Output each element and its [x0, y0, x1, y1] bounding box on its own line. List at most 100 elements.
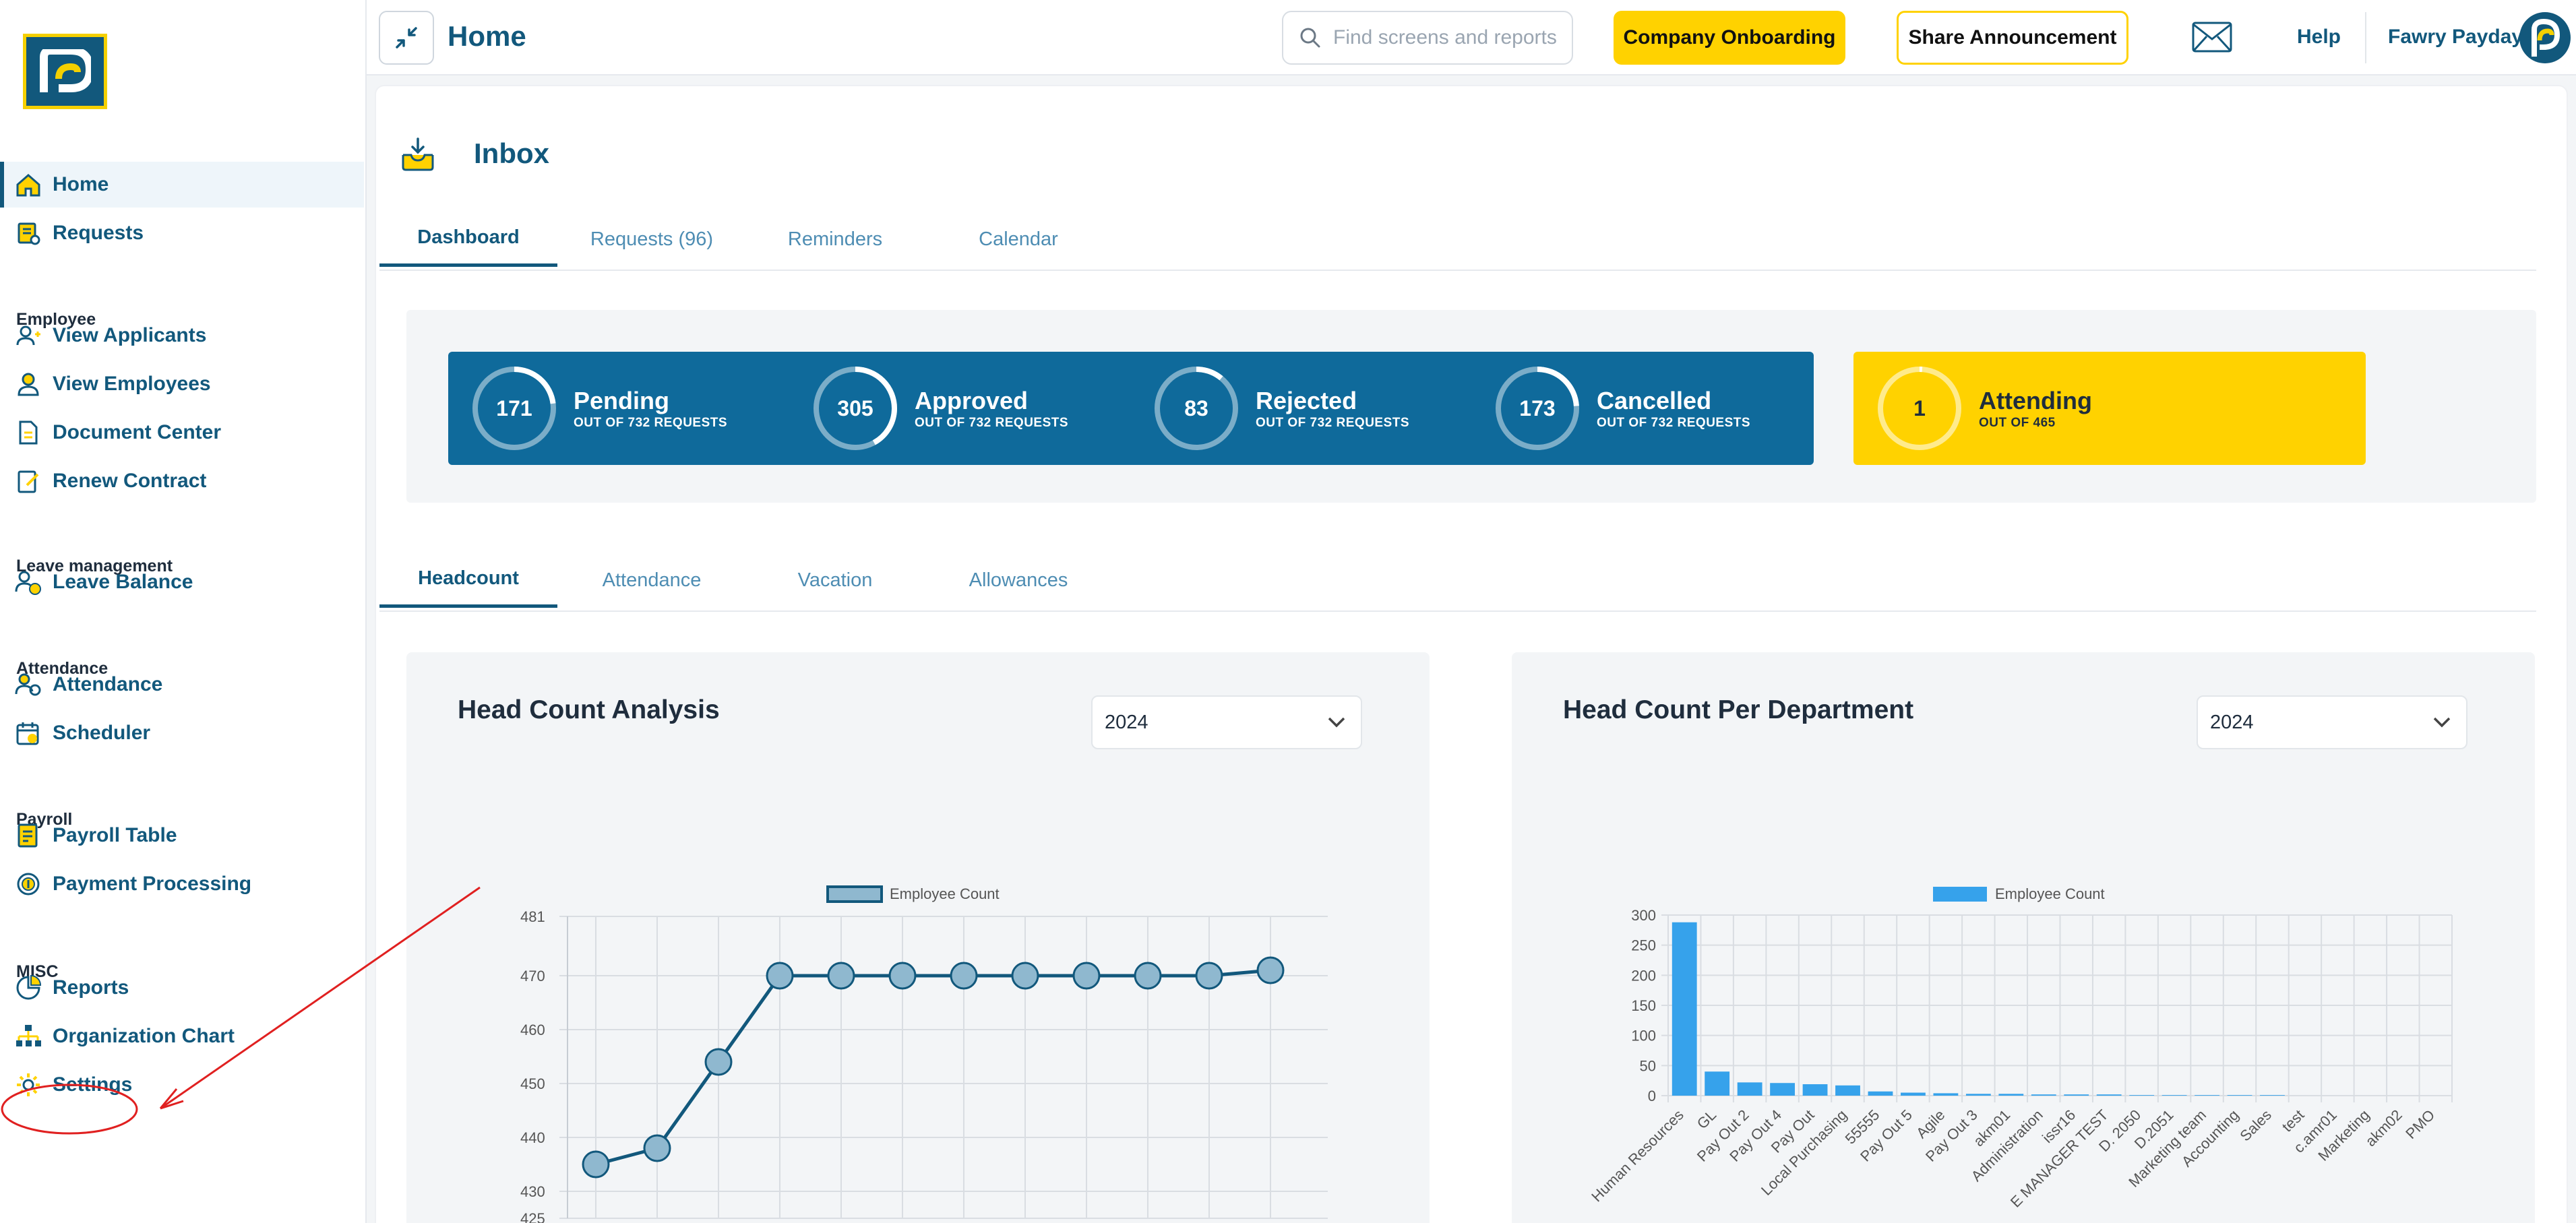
bar [1705, 1071, 1730, 1096]
sidebar-item-document-center[interactable]: Document Center [0, 410, 364, 456]
tab-attendance[interactable]: Attendance [602, 569, 702, 591]
year-select-department[interactable]: 2024 [2197, 695, 2467, 749]
requests-icon [18, 222, 40, 245]
avatar[interactable] [2517, 9, 2573, 66]
tab-headcount[interactable]: Headcount [379, 553, 557, 608]
stat-subtext: OUT OF 465 [1979, 416, 2056, 430]
y-tick-label: 0 [1648, 1088, 1656, 1104]
stat-subtext: OUT OF 732 REQUESTS [1597, 416, 1751, 430]
inbox-icon [402, 137, 434, 171]
data-point [704, 1048, 733, 1076]
headcount-analysis-card: Head Count Analysis 2024 [406, 652, 1430, 1223]
tab-calendar[interactable]: Calendar [979, 228, 1058, 250]
employees-icon [18, 373, 39, 396]
bar [2129, 1095, 2155, 1096]
sidebar-item-view-employees[interactable]: View Employees [0, 361, 364, 407]
leave-icon [15, 571, 41, 595]
data-point [1134, 962, 1162, 990]
sidebar-item-home[interactable]: Home [0, 162, 364, 208]
chevron-down-icon [1328, 717, 1345, 728]
help-link[interactable]: Help [2297, 26, 2341, 48]
sidebar-item-leave-balance[interactable]: Leave Balance [0, 559, 364, 605]
data-point [950, 962, 978, 990]
sidebar-section-title: Leave management [16, 557, 173, 575]
user-name[interactable]: Fawry Payday [2388, 26, 2523, 48]
y-tick-label: 300 [1631, 907, 1656, 924]
stat-value: 1 [1913, 396, 1926, 420]
sidebar-item-label: Requests [53, 222, 144, 244]
data-point [827, 962, 855, 990]
sidebar-item-renew-contract[interactable]: Renew Contract [0, 458, 364, 504]
document-icon [19, 420, 38, 445]
analytics-tabs-divider [379, 610, 2536, 612]
y-tick-label: 200 [1631, 967, 1656, 984]
sidebar-item-attendance[interactable]: Attendance [0, 662, 364, 708]
payment-icon [17, 873, 40, 896]
sidebar-item-label: Home [53, 173, 109, 195]
data-point [1072, 962, 1101, 990]
x-tick-label: akm02 [2362, 1106, 2405, 1150]
sidebar-item-label: View Employees [53, 373, 211, 395]
tab-vacation[interactable]: Vacation [797, 569, 873, 591]
sidebar-item-label: Renew Contract [53, 470, 207, 492]
y-tick-label: 450 [520, 1075, 545, 1092]
stat-attending[interactable]: 1 Attending OUT OF 465 [1876, 352, 2092, 465]
sidebar-item-label: Leave Balance [53, 571, 193, 593]
sidebar-item-label: Payroll Table [53, 824, 177, 846]
org-chart-icon [16, 1025, 41, 1046]
bar [1868, 1091, 1893, 1096]
sidebar-section-title: Employee [16, 310, 96, 329]
bar [2096, 1094, 2122, 1096]
y-tick-label: 460 [520, 1022, 545, 1038]
data-point [1011, 962, 1039, 990]
progress-ring [814, 367, 897, 450]
bar [1802, 1084, 1828, 1096]
bar [2227, 1095, 2252, 1096]
y-tick-label: 425 [520, 1210, 545, 1223]
progress-ring [1878, 367, 1961, 450]
bar [2031, 1094, 2056, 1096]
stat-label: Approved [915, 387, 1029, 414]
stat-approved[interactable]: 305 Approved OUT OF 732 REQUESTS [812, 352, 1068, 465]
x-tick-label: Sales [2236, 1106, 2275, 1145]
data-point [582, 1150, 610, 1179]
tab-reminders[interactable]: Reminders [787, 228, 883, 250]
sidebar-item-view-applicants[interactable]: View Applicants [0, 313, 364, 358]
sidebar-item-label: Scheduler [53, 722, 151, 744]
search-input[interactable]: Find screens and reports [1282, 11, 1573, 65]
bar [1933, 1093, 1959, 1096]
stat-subtext: OUT OF 732 REQUESTS [1256, 416, 1410, 430]
sidebar-item-payroll-table[interactable]: Payroll Table [0, 813, 364, 858]
sidebar-section-title: Attendance [16, 659, 109, 678]
stat-subtext: OUT OF 732 REQUESTS [574, 416, 728, 430]
stat-label: Rejected [1256, 387, 1357, 414]
stat-pending[interactable]: 171 Pending OUT OF 732 REQUESTS [471, 352, 727, 465]
company-onboarding-button[interactable]: Company Onboarding [1614, 11, 1845, 65]
data-point [888, 962, 917, 990]
y-tick-label: 440 [520, 1129, 545, 1146]
sidebar-item-reports[interactable]: Reports [0, 965, 364, 1011]
search-placeholder: Find screens and reports [1333, 26, 1557, 49]
share-announcement-button[interactable]: Share Announcement [1897, 11, 2128, 65]
sidebar-item-scheduler[interactable]: Scheduler [0, 710, 364, 756]
headcount-analysis-title: Head Count Analysis [458, 695, 720, 724]
sidebar-item-requests[interactable]: Requests [0, 210, 364, 256]
legend-label: Employee Count [890, 885, 1000, 902]
progress-ring [472, 367, 556, 450]
year-select-value: 2024 [2210, 711, 2254, 733]
tab-dashboard[interactable]: Dashboard [379, 212, 557, 267]
sidebar-item-label: Attendance [53, 673, 163, 695]
topbar-divider [2365, 12, 2366, 63]
tab-allowances[interactable]: Allowances [969, 569, 1068, 591]
tab-requests[interactable]: Requests (96) [590, 228, 714, 250]
year-select-analysis[interactable]: 2024 [1091, 695, 1362, 749]
stat-cancelled[interactable]: 173 Cancelled OUT OF 732 REQUESTS [1494, 352, 1750, 465]
scheduler-icon [16, 722, 39, 745]
bar [1998, 1094, 2024, 1096]
collapse-sidebar-button[interactable] [379, 11, 434, 65]
stat-value: 305 [837, 396, 873, 420]
y-tick-label: 481 [520, 908, 545, 925]
mail-icon[interactable] [2192, 22, 2232, 53]
app-logo[interactable] [23, 34, 107, 109]
stat-rejected[interactable]: 83 Rejected OUT OF 732 REQUESTS [1153, 352, 1409, 465]
